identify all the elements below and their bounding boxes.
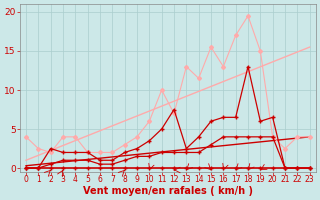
- X-axis label: Vent moyen/en rafales ( km/h ): Vent moyen/en rafales ( km/h ): [83, 186, 253, 196]
